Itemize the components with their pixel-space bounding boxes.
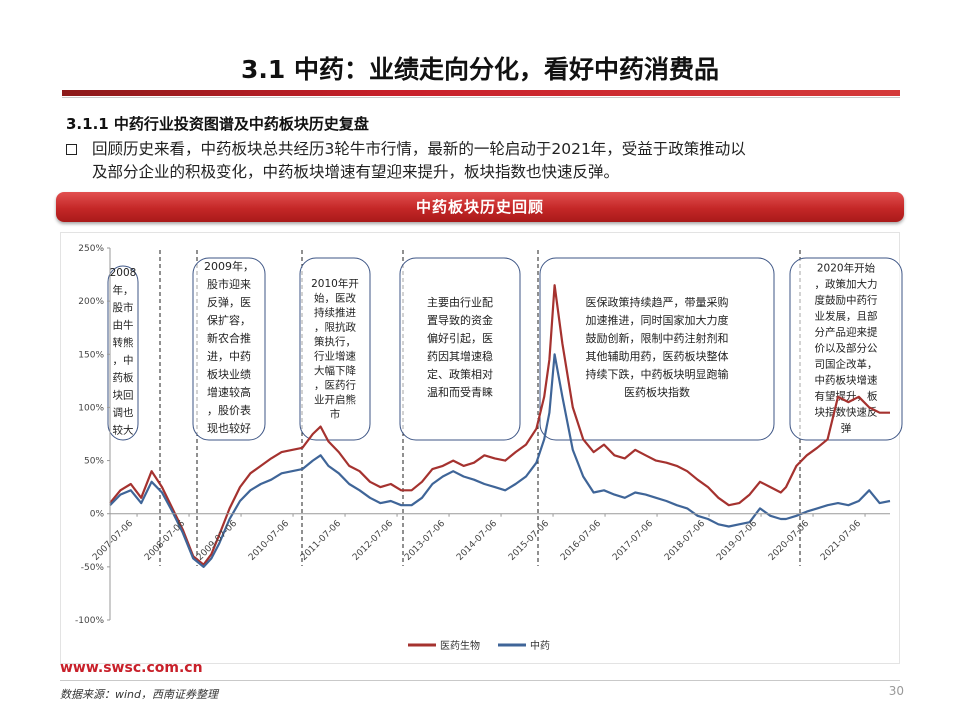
footer-divider <box>60 680 900 681</box>
title-underline <box>62 90 900 96</box>
bullet-paragraph: 回顾历史来看，中药板块总共经历3轮牛市行情，最新的一轮启动于2021年，受益于政… <box>66 138 896 184</box>
bullet-line-1: 回顾历史来看，中药板块总共经历3轮牛市行情，最新的一轮启动于2021年，受益于政… <box>92 140 746 158</box>
page-number: 30 <box>888 684 904 698</box>
footer-source: 数据来源：wind，西南证券整理 <box>60 688 219 701</box>
footer-url[interactable]: www.swsc.com.cn <box>60 660 203 676</box>
chart-frame <box>60 232 900 664</box>
section-heading: 3.1.1 中药行业投资图谱及中药板块历史复盘 <box>66 115 369 133</box>
title-underline-thin <box>62 97 900 98</box>
square-bullet-icon <box>66 144 77 155</box>
bullet-line-2: 及部分企业的积极变化，中药板块增速有望迎来提升，板块指数也快速反弹。 <box>92 163 620 181</box>
slide-title: 3.1 中药：业绩走向分化，看好中药消费品 <box>241 55 719 84</box>
chart-banner: 中药板块历史回顾 <box>56 192 904 222</box>
